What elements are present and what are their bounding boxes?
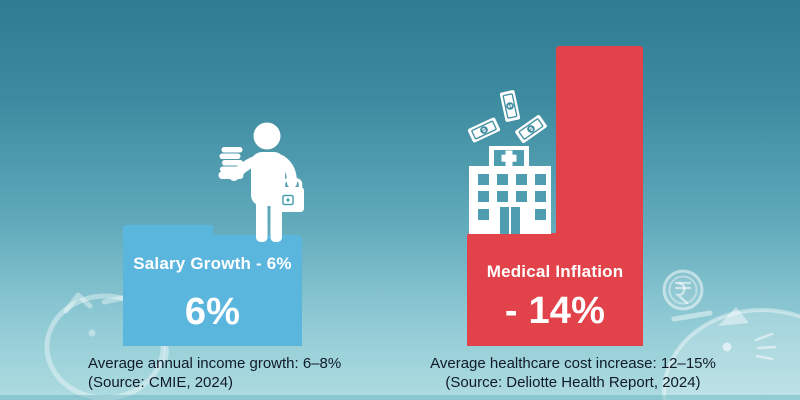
dollar-symbol: $ — [529, 126, 536, 133]
money-bills-icon: $ $ $ — [467, 90, 547, 143]
salary-bar-label: Salary Growth - 6% — [133, 254, 292, 273]
salary-growth-bar-step — [213, 235, 302, 346]
medical-caption-source: (Source: Deliotte Health Report, 2024) — [445, 374, 701, 391]
salary-growth-bar — [123, 225, 213, 346]
medical-caption-line1: Average healthcare cost increase: 12–15% — [430, 355, 716, 372]
medical-bar-value: - 14% — [504, 290, 606, 332]
salary-caption: Average annual income growth: 6–8% (Sour… — [88, 354, 341, 392]
medical-caption: Average healthcare cost increase: 12–15%… — [428, 354, 718, 392]
salary-caption-line1: Average annual income growth: 6–8% — [88, 355, 342, 372]
hospital-building-icon — [469, 146, 551, 234]
dollar-symbol: $ — [506, 104, 513, 109]
businessman-coins-briefcase-icon — [218, 122, 304, 242]
briefcase-icon — [271, 178, 304, 212]
medical-bar-label: Medical Inflation — [486, 262, 624, 281]
rupee-symbol-icon — [674, 281, 692, 305]
coin-stack-icon — [219, 147, 243, 172]
bottom-accent-strip — [0, 395, 800, 400]
salary-caption-source: (Source: CMIE, 2024) — [88, 374, 234, 391]
dollar-symbol: $ — [482, 127, 488, 134]
salary-bar-value: 6% — [184, 291, 241, 333]
medical-inflation-base — [467, 233, 643, 346]
